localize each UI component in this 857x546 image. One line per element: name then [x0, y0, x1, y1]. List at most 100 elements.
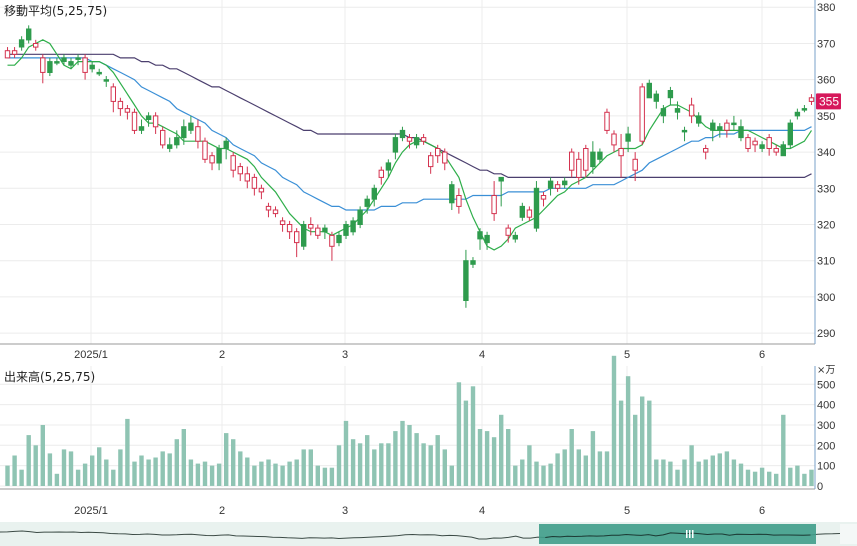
candle-body — [343, 224, 349, 236]
candle-down — [251, 173, 258, 196]
candle-body — [611, 133, 617, 146]
candle-down — [540, 191, 547, 207]
candle-up — [343, 220, 349, 239]
candle-body — [766, 137, 772, 150]
volume-bar — [26, 435, 31, 486]
volume-bar — [195, 463, 201, 486]
price-tick-label: 360 — [817, 75, 835, 87]
volume-bar — [802, 473, 807, 486]
candle-down — [110, 83, 116, 113]
volume-chart-title: 出来高(5,25,75) — [4, 370, 96, 384]
candle-body — [371, 187, 378, 200]
volume-bar — [407, 425, 412, 486]
candle-body — [470, 260, 476, 265]
candle-body — [794, 111, 801, 117]
volume-bar — [97, 447, 102, 486]
volume-bar — [118, 449, 123, 486]
price-tick-label: 310 — [817, 256, 835, 268]
candle-body — [131, 111, 138, 131]
volume-bar — [329, 467, 335, 486]
volume-bar — [590, 431, 596, 486]
volume-bar — [90, 455, 95, 486]
volume-bar — [280, 465, 285, 486]
volume-x-label: 2 — [219, 505, 225, 517]
candle-down — [639, 83, 645, 145]
candle-body — [639, 86, 645, 142]
candle-body — [124, 108, 131, 113]
volume-bar — [703, 459, 708, 486]
volume-bar — [781, 414, 786, 486]
price-tick-label: 290 — [817, 328, 835, 340]
candle-down — [745, 133, 751, 153]
candle-up — [413, 133, 420, 149]
volume-bar — [710, 455, 715, 486]
candle-body — [674, 108, 681, 113]
candle-up — [68, 57, 74, 69]
candle-body — [357, 209, 363, 225]
candle-body — [294, 231, 300, 244]
candle-body — [618, 148, 624, 157]
candle-up — [89, 61, 95, 73]
volume-bar — [266, 459, 271, 486]
volume-bar — [555, 453, 560, 486]
volume-bar — [738, 463, 744, 486]
volume-bar — [181, 429, 186, 486]
volume-bar — [611, 355, 617, 486]
price-chart-title: 移動平均(5,25,75) — [4, 4, 108, 18]
candle-body — [710, 122, 716, 131]
navigator-handle-grip[interactable] — [686, 530, 694, 538]
volume-x-label: 3 — [342, 505, 348, 517]
candle-body — [152, 115, 159, 128]
volume-bar — [82, 463, 88, 486]
volume-bar — [604, 451, 610, 486]
range-navigator[interactable] — [0, 522, 857, 546]
volume-bar — [618, 400, 624, 486]
volume-bar — [12, 455, 17, 486]
candle-down — [160, 126, 166, 149]
candle-down — [442, 148, 448, 171]
candle-up — [449, 181, 455, 211]
candle-body — [583, 148, 589, 171]
volume-bar — [752, 471, 758, 486]
candle-body — [399, 129, 406, 139]
navigator-selected-range[interactable] — [539, 524, 816, 544]
candle-down — [315, 224, 321, 239]
candle-body — [801, 108, 808, 111]
candle-body — [773, 148, 779, 153]
candle-down — [202, 137, 208, 163]
volume-bar — [132, 461, 137, 486]
candle-body — [308, 224, 314, 229]
candle-body — [484, 234, 490, 244]
candle-body — [286, 224, 293, 233]
candle-up — [138, 119, 145, 134]
volume-bar — [541, 465, 546, 486]
volume-bar — [40, 425, 45, 486]
candle-body — [660, 108, 667, 117]
volume-bar — [421, 443, 426, 486]
volume-bar — [583, 455, 588, 486]
candle-up — [223, 137, 229, 160]
volume-bar — [689, 445, 694, 486]
candle-down — [724, 119, 730, 138]
volume-bar — [104, 459, 109, 486]
volume-bar — [273, 463, 278, 486]
candle-down — [237, 162, 244, 182]
volume-bar — [449, 465, 454, 486]
volume-bar — [75, 469, 81, 486]
candle-up — [731, 115, 737, 131]
volume-bar — [548, 463, 553, 486]
candle-up — [26, 25, 32, 44]
volume-unit-label: ×万 — [817, 365, 835, 376]
volume-bar — [442, 449, 447, 486]
volume-bar — [767, 471, 772, 486]
volume-bar — [315, 465, 320, 486]
candle-body — [512, 234, 518, 240]
candle-body — [209, 155, 215, 164]
candle-up — [216, 144, 222, 171]
candle-up — [738, 119, 744, 142]
last-price-badge-bg — [816, 93, 841, 110]
candle-body — [632, 158, 638, 171]
candle-down — [456, 188, 462, 214]
candle-down — [526, 206, 533, 221]
volume-bar — [491, 437, 497, 486]
